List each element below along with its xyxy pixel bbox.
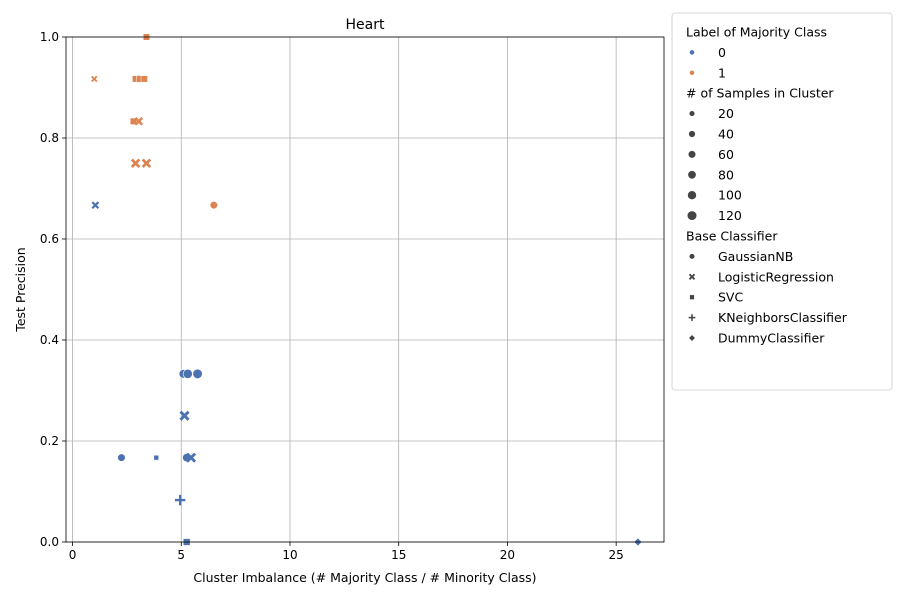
x-axis: 0 5 10 15 20 25 xyxy=(69,542,624,562)
x-tick-label: 15 xyxy=(391,548,406,562)
legend-hue-label: 1 xyxy=(718,65,726,80)
chart-title: Heart xyxy=(346,17,385,33)
legend: Label of Majority Class 0 1 # of Samples in… xyxy=(671,12,893,391)
y-tick-label: 0.8 xyxy=(40,131,59,145)
legend-style-marker xyxy=(688,334,696,342)
legend-hue-marker xyxy=(689,69,695,76)
data-point xyxy=(141,158,152,168)
data-point xyxy=(209,201,219,210)
legend-style-marker xyxy=(688,314,696,321)
legend-box xyxy=(671,12,893,391)
grid xyxy=(66,36,664,543)
plot-frame xyxy=(65,36,665,543)
legend-style-label: SVC xyxy=(718,290,743,305)
legend-style-label: GaussianNB xyxy=(718,249,793,264)
y-tick-label: 1.0 xyxy=(40,30,59,44)
legend-style-marker xyxy=(689,294,695,300)
x-tick-label: 0 xyxy=(69,548,77,562)
data-point xyxy=(117,453,126,462)
data-point xyxy=(153,454,159,461)
x-axis-label: Cluster Imbalance (# Majority Class / # … xyxy=(193,570,536,585)
x-tick-label: 20 xyxy=(500,548,515,562)
legend-size-label: 20 xyxy=(718,106,734,121)
legend-size-label: 120 xyxy=(718,208,742,223)
legend-style-marker xyxy=(688,253,696,260)
data-point xyxy=(134,117,144,126)
data-points xyxy=(91,33,643,547)
legend-style-title: Base Classifier xyxy=(686,229,778,244)
x-tick-label: 10 xyxy=(282,548,297,562)
legend-style-label: DummyClassifier xyxy=(718,331,825,346)
legend-hue-label: 0 xyxy=(718,45,726,60)
legend-size-marker xyxy=(688,110,696,117)
data-point xyxy=(129,117,137,125)
y-axis-label: Test Precision xyxy=(13,247,28,332)
legend-size-marker xyxy=(688,130,696,138)
legend-hue-title: Label of Majority Class xyxy=(686,25,827,40)
legend-size-label: 60 xyxy=(718,147,734,162)
x-tick-label: 25 xyxy=(609,548,624,562)
legend-style-marker xyxy=(688,273,696,280)
y-tick-label: 0.0 xyxy=(40,535,59,549)
legend-size-marker xyxy=(687,150,697,159)
data-point xyxy=(185,452,197,463)
legend-size-label: 80 xyxy=(718,167,734,182)
data-point xyxy=(91,201,100,210)
legend-size-label: 40 xyxy=(718,127,734,142)
legend-hue-marker xyxy=(689,49,695,56)
legend-size-marker xyxy=(686,210,698,221)
data-point xyxy=(91,75,98,83)
legend-style-label: LogisticRegression xyxy=(718,269,834,284)
data-point xyxy=(192,368,203,379)
legend-size-marker xyxy=(687,190,697,201)
legend-size-title: # of Samples in Cluster xyxy=(686,86,834,101)
x-tick-label: 5 xyxy=(177,548,185,562)
data-point xyxy=(140,75,148,83)
y-axis: 0.0 0.2 0.4 0.6 0.8 1.0 xyxy=(40,30,66,549)
data-point xyxy=(182,368,193,379)
data-point xyxy=(174,494,186,506)
data-point xyxy=(130,158,141,168)
legend-size-label: 100 xyxy=(718,188,742,203)
data-point xyxy=(179,410,190,421)
legend-size-marker xyxy=(687,170,697,180)
legend-style-label: KNeighborsClassifier xyxy=(718,310,848,325)
y-tick-label: 0.2 xyxy=(40,434,59,448)
y-tick-label: 0.4 xyxy=(40,333,59,347)
y-tick-label: 0.6 xyxy=(40,232,59,246)
